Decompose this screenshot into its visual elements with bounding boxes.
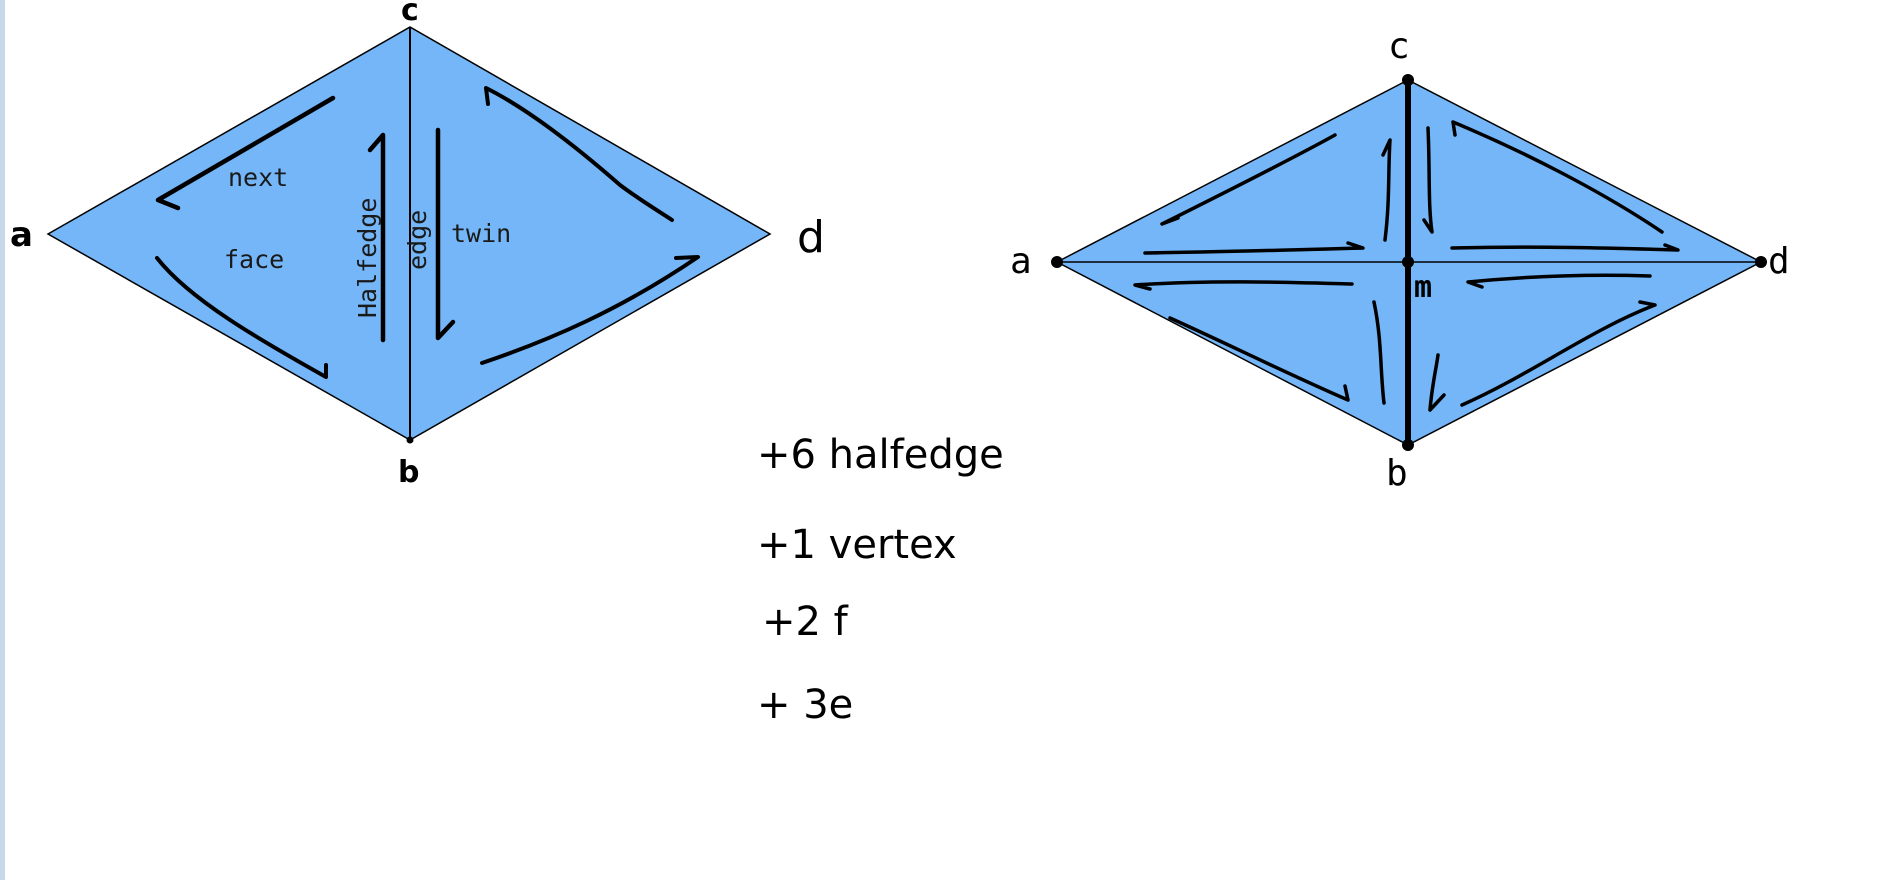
arrow-ll-3 <box>1372 300 1386 405</box>
vertex-b-dot-left <box>406 436 414 444</box>
arrow-ur-1 <box>1422 126 1434 234</box>
left-diagram: a c b d next face twin Halfedge edge <box>10 0 825 490</box>
vertex-label-c-right: c <box>1388 26 1410 67</box>
right-face-lower-arrow <box>480 255 700 365</box>
vertex-c-dot <box>1402 74 1414 86</box>
right-face-upper-arrow <box>484 86 674 222</box>
left-edge-bar <box>0 0 5 880</box>
label-twin: twin <box>451 219 511 248</box>
vertex-label-d-left: d <box>797 212 825 263</box>
arrow-ll-2 <box>1168 316 1350 402</box>
halfedge-arrow <box>367 132 386 343</box>
face-lower-arrow <box>155 256 328 379</box>
arrow-lr-1 <box>1428 353 1446 412</box>
vertex-label-a-right: a <box>1010 241 1032 282</box>
vertex-label-d-right: d <box>1768 241 1790 282</box>
note-vertex: +1 vertex <box>757 522 957 568</box>
vertex-label-b-left: b <box>398 455 419 490</box>
note-faces: +2 f <box>762 599 849 645</box>
arrow-lr-2 <box>1466 273 1652 289</box>
vertex-label-b-right: b <box>1386 453 1408 494</box>
arrow-lr-3 <box>1460 300 1657 407</box>
arrow-ur-3 <box>1451 120 1664 234</box>
right-diagram: a c b d m <box>1010 26 1790 494</box>
vertex-b-dot <box>1402 439 1414 451</box>
arrow-ll-1 <box>1133 280 1354 291</box>
label-halfedge: Halfedge <box>353 198 382 318</box>
next-arrow <box>155 95 336 211</box>
arrow-ul-1 <box>1160 133 1337 226</box>
twin-arrow <box>435 127 456 341</box>
label-face: face <box>224 245 284 274</box>
vertex-label-c-left: c <box>401 0 419 28</box>
note-edges: + 3e <box>757 682 853 728</box>
notes: +6 halfedge +1 vertex +2 f + 3e <box>757 432 1004 728</box>
label-next: next <box>228 163 288 192</box>
arrow-ul-2 <box>1143 241 1365 255</box>
vertex-m-dot <box>1402 256 1414 268</box>
vertex-a-dot <box>1051 256 1063 268</box>
vertex-label-a-left: a <box>10 215 33 255</box>
arrow-ul-3 <box>1381 138 1392 242</box>
note-halfedge: +6 halfedge <box>757 432 1004 478</box>
arrow-ur-2 <box>1450 243 1680 252</box>
label-edge: edge <box>403 210 432 270</box>
vertex-d-dot <box>1755 256 1767 268</box>
vertex-label-m-right: m <box>1414 270 1432 305</box>
